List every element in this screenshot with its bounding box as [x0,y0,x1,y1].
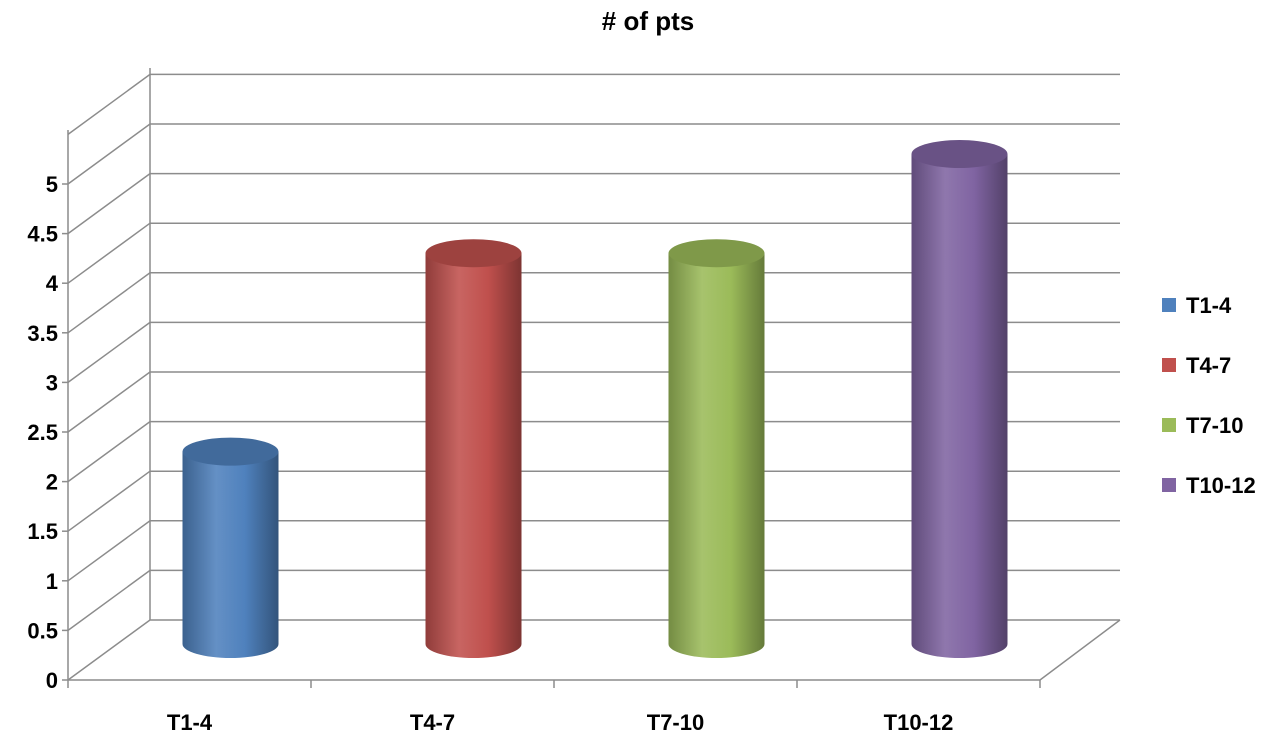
legend-label: T1-4 [1186,293,1232,318]
x-tick-label: T7-10 [647,710,704,735]
y-tick-label: 1 [46,569,58,594]
gridline [67,222,1120,284]
legend-label: T7-10 [1186,413,1243,438]
bar-t1-4 [182,451,279,659]
legend-swatch [1162,358,1176,372]
gridline [67,172,1120,235]
gridline [67,619,1120,681]
y-tick-label: 2 [46,470,58,495]
y-tick-label: 3.5 [27,321,58,346]
x-tick-label: T1-4 [167,710,213,735]
gridlines [67,73,1120,681]
y-tick-label: 4.5 [27,222,58,247]
gridline [67,470,1120,532]
legend-label: T4-7 [1186,353,1231,378]
legend-swatch [1162,298,1176,312]
bar-top-t1-4 [182,437,279,466]
y-tick-label: 4 [46,271,59,296]
bar-top-t10-12 [911,140,1008,168]
y-tick-label: 3 [46,370,58,395]
legend-label: T10-12 [1186,473,1256,498]
x-tick-label: T10-12 [884,710,954,735]
legend-swatch [1162,478,1176,492]
y-tick-label: 5 [46,172,58,197]
gridline [67,520,1120,582]
bar-top-t7-10 [668,239,765,268]
bar-top-t4-7 [425,239,522,268]
gridline [67,371,1120,433]
chart-title: # of pts [602,6,694,36]
gridline [67,420,1120,483]
bar-t10-12 [911,154,1008,659]
y-tick-label: 2.5 [27,420,58,445]
x-axis-ticks: T1-4 T4-7 T7-10 T10-12 [67,680,1041,735]
bar-t7-10 [668,253,765,659]
gridline [67,321,1120,384]
bar-t4-7 [425,253,522,659]
y-axis-ticks: 0 0.5 1 1.5 2 2.5 3 3.5 4 4.5 5 [27,172,68,693]
gridline [67,123,1120,185]
x-tick-label: T4-7 [410,710,455,735]
y-tick-label: 1.5 [27,519,58,544]
bars [182,140,1008,659]
legend-swatch [1162,418,1176,432]
y-tick-label: 0.5 [27,618,58,643]
gridline [67,73,1120,136]
y-tick-label: 0 [46,668,58,693]
gridline [67,272,1120,334]
legend: T1-4 T4-7 T7-10 T10-12 [1162,293,1256,498]
gridline [67,569,1120,632]
